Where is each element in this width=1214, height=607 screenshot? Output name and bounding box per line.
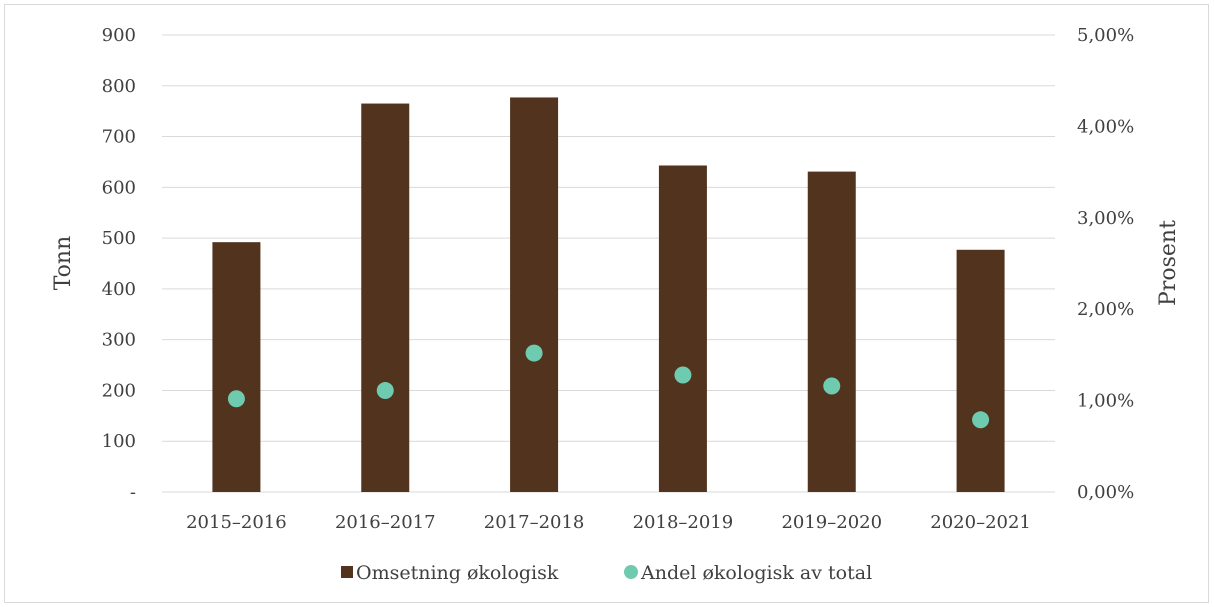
right-axis-title: Prosent — [1156, 220, 1181, 306]
left-tick-label: 900 — [102, 25, 136, 46]
bar — [361, 103, 410, 493]
legend: Omsetning økologisk Andel økologisk av t… — [341, 562, 872, 584]
left-axis-ticks: - 100 200 300 400 500 600 700 800 900 — [102, 25, 136, 503]
left-axis-title: Tonn — [51, 236, 76, 291]
legend-swatch-point — [624, 565, 638, 579]
data-point — [972, 411, 990, 429]
legend-label-bar: Omsetning økologisk — [356, 562, 559, 584]
left-tick-label: 400 — [102, 279, 136, 300]
bar — [510, 97, 559, 492]
legend-label-point: Andel økologisk av total — [640, 562, 872, 584]
left-tick-label: 800 — [102, 76, 136, 97]
point-series — [227, 344, 990, 429]
bar — [212, 242, 261, 492]
data-point — [674, 366, 692, 384]
right-tick-label: 0,00% — [1077, 482, 1134, 503]
x-tick-label: 2018–2019 — [633, 512, 734, 533]
chart-frame — [4, 4, 1209, 603]
right-tick-label: 3,00% — [1077, 208, 1134, 229]
right-tick-label: 1,00% — [1077, 391, 1134, 412]
data-point — [227, 390, 245, 408]
left-tick-label: 200 — [102, 380, 136, 401]
bar — [658, 165, 707, 492]
x-tick-label: 2016–2017 — [335, 512, 436, 533]
x-tick-label: 2019–2020 — [781, 512, 882, 533]
left-tick-label: 300 — [102, 330, 136, 351]
left-tick-label: 700 — [102, 127, 136, 148]
data-point — [376, 382, 394, 400]
x-axis-ticks: 2015–2016 2016–2017 2017–2018 2018–2019 2019… — [186, 512, 1031, 533]
left-tick-label: - — [130, 482, 136, 503]
legend-swatch-bar — [341, 566, 353, 578]
x-tick-label: 2015–2016 — [186, 512, 287, 533]
x-tick-label: 2017–2018 — [484, 512, 585, 533]
right-tick-label: 5,00% — [1077, 25, 1134, 46]
bar — [807, 171, 856, 492]
left-tick-label: 600 — [102, 177, 136, 198]
data-point — [823, 377, 841, 395]
right-tick-label: 2,00% — [1077, 299, 1134, 320]
bar — [956, 249, 1005, 492]
data-point — [525, 344, 543, 362]
x-tick-label: 2020–2021 — [930, 512, 1031, 533]
right-axis-ticks: 0,00% 1,00% 2,00% 3,00% 4,00% 5,00% — [1077, 25, 1134, 503]
gridlines — [162, 34, 1055, 493]
bar-series — [212, 97, 1005, 493]
left-tick-label: 100 — [102, 431, 136, 452]
right-tick-label: 4,00% — [1077, 116, 1134, 137]
left-tick-label: 500 — [102, 228, 136, 249]
